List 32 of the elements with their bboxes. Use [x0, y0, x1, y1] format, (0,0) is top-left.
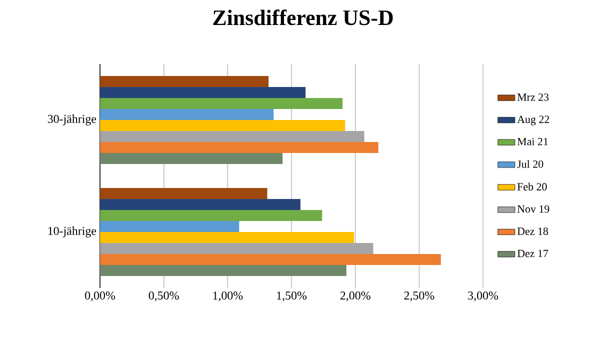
x-tick-label: 1,00%: [213, 292, 243, 302]
legend-label: Dez 17: [517, 250, 548, 258]
x-tick-label: 2,50%: [404, 292, 434, 302]
legend-label: Mai 21: [517, 138, 548, 146]
bar: [100, 232, 354, 243]
y-tick-label: 10-jährige: [48, 226, 96, 238]
bar: [100, 265, 346, 276]
bar: [100, 221, 240, 232]
legend-label: Feb 20: [517, 182, 547, 190]
legend-label: Jul 20: [517, 160, 544, 168]
bar: [100, 188, 268, 199]
y-tick-label: 30-jährige: [48, 114, 96, 126]
bar: [100, 86, 306, 98]
x-tick-label: 0,50%: [148, 292, 179, 302]
x-tick-label: 1,50%: [277, 292, 307, 302]
bar: [100, 153, 283, 164]
x-tick-label: 2,00%: [340, 292, 370, 302]
bar: [100, 254, 441, 265]
bar: [100, 108, 274, 120]
chart-title: Zinsdifferenz US-D: [213, 10, 393, 26]
bar: [100, 199, 300, 210]
x-tick-label: 0,00%: [85, 292, 116, 302]
bar: [100, 76, 269, 87]
bar: [100, 210, 322, 221]
legend-label: Nov 19: [517, 205, 550, 213]
legend-label: Aug 22: [517, 116, 550, 126]
legend-label: Dez 18: [517, 228, 548, 235]
bar: [100, 142, 378, 153]
bar: [100, 120, 346, 131]
bar: [100, 98, 343, 109]
legend-label: Mrz 23: [517, 93, 549, 101]
x-tick-label: 3,00%: [468, 292, 498, 302]
